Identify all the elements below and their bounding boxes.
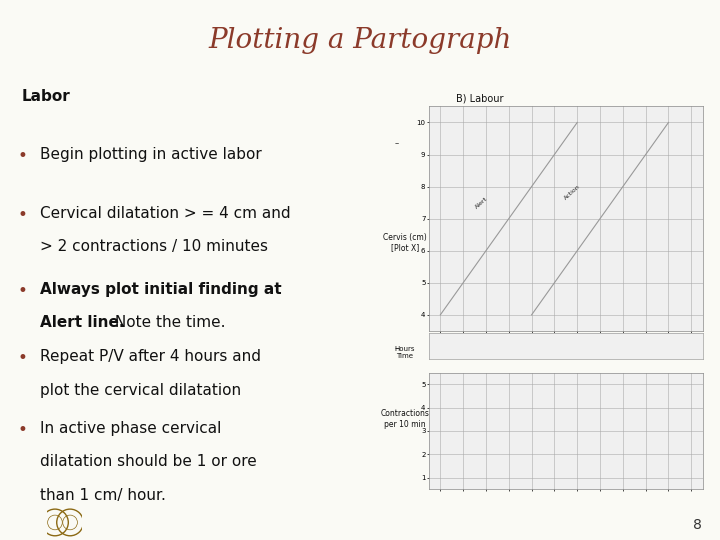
Text: •: • [18,206,28,224]
Text: Hours
Time: Hours Time [395,346,415,359]
Text: Begin plotting in active labor: Begin plotting in active labor [40,147,261,163]
Text: Cervis (cm)
[Plot X]: Cervis (cm) [Plot X] [383,233,426,253]
Text: than 1 cm/ hour.: than 1 cm/ hour. [40,488,166,503]
Text: Action: Action [564,184,582,200]
Text: Labor: Labor [22,89,71,104]
Text: •: • [18,282,28,300]
Text: Contractions
per 10 min: Contractions per 10 min [380,409,429,429]
Text: In active phase cervical: In active phase cervical [40,421,221,436]
Text: –: – [395,139,399,148]
Text: •: • [18,147,28,165]
Text: plot the cervical dilatation: plot the cervical dilatation [40,383,240,397]
Text: > 2 contractions / 10 minutes: > 2 contractions / 10 minutes [40,239,268,254]
Text: Always plot initial finding at: Always plot initial finding at [40,282,282,297]
Text: –: – [395,344,399,353]
Text: dilatation should be 1 or ore: dilatation should be 1 or ore [40,454,256,469]
Text: 8: 8 [693,518,702,532]
Text: Note the time.: Note the time. [110,315,225,330]
Text: B) Labour: B) Labour [456,93,504,103]
Text: Alert: Alert [474,196,489,210]
Text: •: • [18,421,28,438]
Text: •: • [18,349,28,367]
Text: Repeat P/V after 4 hours and: Repeat P/V after 4 hours and [40,349,261,364]
Text: Cervical dilatation > = 4 cm and: Cervical dilatation > = 4 cm and [40,206,290,220]
Text: Plotting a Partograph: Plotting a Partograph [208,26,512,53]
Text: Alert line.: Alert line. [40,315,124,330]
